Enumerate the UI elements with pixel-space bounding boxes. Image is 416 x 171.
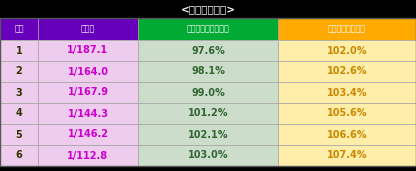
Text: 1/112.8: 1/112.8 — [67, 150, 109, 161]
Text: 107.4%: 107.4% — [327, 150, 367, 161]
Bar — [38, 40, 138, 61]
Text: 97.6%: 97.6% — [191, 45, 225, 56]
Text: 102.1%: 102.1% — [188, 129, 228, 140]
Bar — [38, 124, 138, 145]
Text: 103.0%: 103.0% — [188, 150, 228, 161]
Text: 1/146.2: 1/146.2 — [67, 129, 109, 140]
Bar — [138, 18, 278, 40]
Text: 106.6%: 106.6% — [327, 129, 367, 140]
Bar — [138, 82, 278, 103]
Bar — [0, 124, 38, 145]
Bar — [278, 145, 416, 166]
Bar — [0, 145, 38, 166]
Bar — [278, 82, 416, 103]
Text: 102.6%: 102.6% — [327, 67, 367, 76]
Text: 出玉率（非攻略時）: 出玉率（非攻略時） — [187, 24, 229, 34]
Text: 6: 6 — [16, 150, 22, 161]
Text: 101.2%: 101.2% — [188, 109, 228, 119]
Bar — [138, 124, 278, 145]
Bar — [38, 145, 138, 166]
Bar — [278, 61, 416, 82]
Text: 3: 3 — [16, 88, 22, 97]
Bar — [38, 18, 138, 40]
Text: 出玉率（攻略時）: 出玉率（攻略時） — [328, 24, 366, 34]
Bar — [0, 18, 38, 40]
Bar — [278, 40, 416, 61]
Bar — [138, 40, 278, 61]
Text: 設定: 設定 — [14, 24, 24, 34]
Text: 1/144.3: 1/144.3 — [67, 109, 109, 119]
Bar — [278, 18, 416, 40]
Text: 1/167.9: 1/167.9 — [67, 88, 109, 97]
Text: 99.0%: 99.0% — [191, 88, 225, 97]
Text: 98.1%: 98.1% — [191, 67, 225, 76]
Bar — [38, 61, 138, 82]
Text: 初当り: 初当り — [81, 24, 95, 34]
Text: 105.6%: 105.6% — [327, 109, 367, 119]
Bar — [0, 18, 416, 166]
Bar — [38, 82, 138, 103]
Text: 102.0%: 102.0% — [327, 45, 367, 56]
Bar — [138, 103, 278, 124]
Bar — [0, 40, 38, 61]
Bar — [0, 61, 38, 82]
Text: 1: 1 — [16, 45, 22, 56]
Text: 103.4%: 103.4% — [327, 88, 367, 97]
Bar — [38, 103, 138, 124]
Text: 1/164.0: 1/164.0 — [67, 67, 109, 76]
Text: 2: 2 — [16, 67, 22, 76]
Text: <基本スペック>: <基本スペック> — [181, 4, 235, 14]
Bar — [138, 61, 278, 82]
Bar — [138, 145, 278, 166]
Text: 5: 5 — [16, 129, 22, 140]
Bar — [278, 103, 416, 124]
Text: 1/187.1: 1/187.1 — [67, 45, 109, 56]
Bar — [0, 82, 38, 103]
Bar — [0, 0, 416, 18]
Bar — [0, 103, 38, 124]
Text: 4: 4 — [16, 109, 22, 119]
Bar — [278, 124, 416, 145]
